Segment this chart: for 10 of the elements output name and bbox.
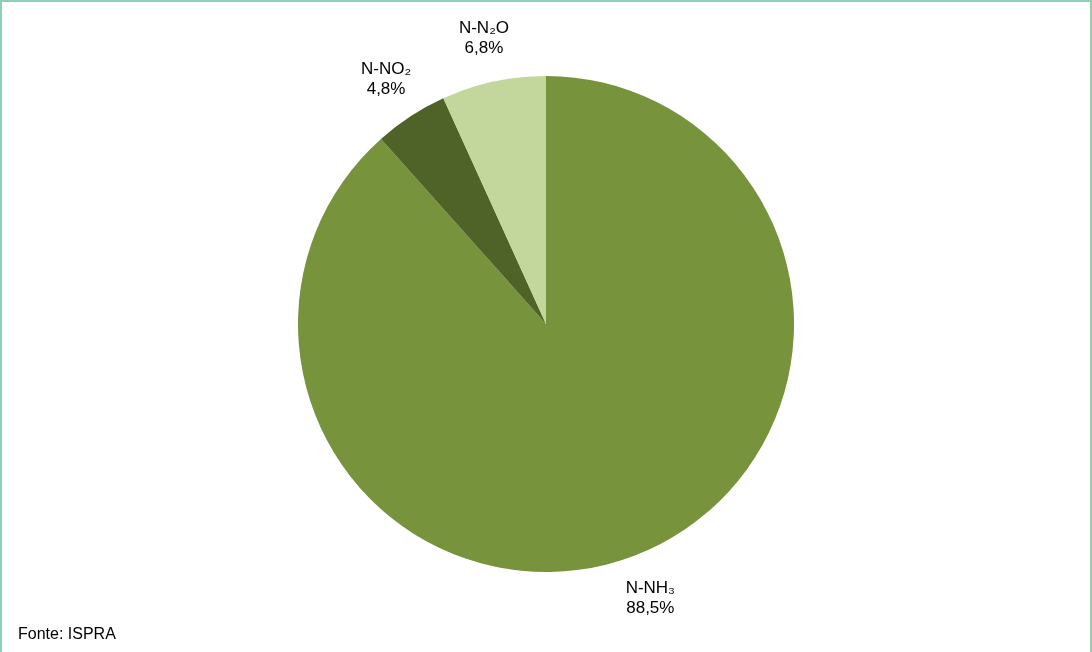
data-label: 6,8% — [464, 37, 504, 57]
source-note: Fonte: ISPRA — [18, 625, 117, 642]
slice-label: N-NO₂ — [361, 58, 412, 78]
slice-label: N-N₂O — [458, 17, 509, 37]
pie-slice — [298, 76, 794, 572]
slice-label: N-NH₃ — [625, 577, 676, 597]
data-label: 4,8% — [366, 78, 406, 98]
data-label: 88,5% — [626, 597, 675, 617]
pie-slice — [380, 98, 546, 324]
pie-slice — [443, 76, 546, 324]
